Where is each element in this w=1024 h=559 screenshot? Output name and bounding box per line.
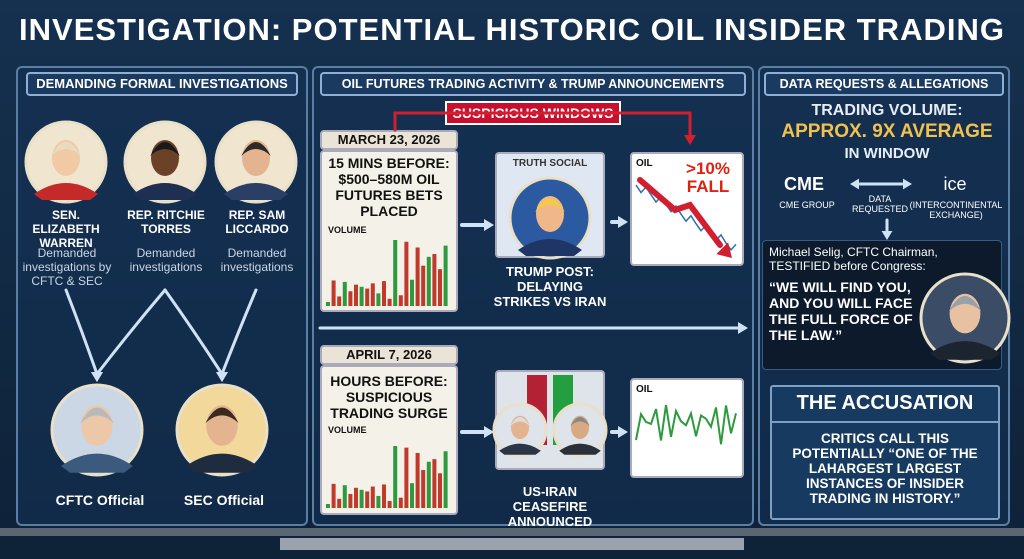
event-card: HOURS BEFORE: SUSPICIOUS TRADING SURGE V… [320, 365, 458, 515]
oil-label: OIL [636, 384, 653, 395]
event-caption: TRUMP POST: DELAYING STRIKES VS IRAN [493, 264, 607, 309]
stand [280, 538, 744, 550]
event-date: APRIL 7, 2026 [320, 345, 458, 365]
official-label: SEC Official [183, 492, 265, 508]
person-note: Demanded investigations by CFTC & SEC [22, 246, 112, 288]
accusation-box: THE ACCUSATION CRITICS CALL THIS POTENTI… [770, 385, 1000, 520]
badge: TRUTH SOCIAL [512, 158, 588, 169]
oil-chart: OIL >10% FALL [630, 152, 744, 266]
volume-label: VOLUME [328, 225, 367, 235]
right-header: DATA REQUESTS & ALLEGATIONS [764, 72, 1004, 96]
person-name: REP. RITCHIE TORRES [127, 208, 205, 236]
cme-name: CME GROUP [779, 200, 835, 210]
volume-highlight: APPROX. 9X AVERAGE [781, 121, 993, 142]
event-card: 15 MINS BEFORE: $500–580M OIL FUTURES BE… [320, 150, 458, 312]
volume-line: IN WINDOW [844, 145, 930, 162]
volume-line: TRADING VOLUME: [811, 102, 963, 119]
data-requested: DATA REQUESTED [851, 194, 908, 214]
official-label: CFTC Official [55, 492, 145, 508]
event-caption: US-IRAN CEASEFIRE ANNOUNCED [507, 484, 593, 529]
title: INVESTIGATION: POTENTIAL HISTORIC OIL IN… [19, 12, 1005, 47]
suspicious-windows: SUSPICIOUS WINDOWS [445, 101, 621, 125]
person-name: SEN. ELIZABETH WARREN [32, 208, 100, 250]
accusation-title: THE ACCUSATION [772, 392, 998, 423]
ice-name: (INTERCONTINENTAL EXCHANGE) [909, 200, 1003, 220]
left-panel [16, 66, 308, 526]
accusation-text: CRITICS CALL THIS POTENTIALLY “ONE OF TH… [792, 431, 978, 506]
testimony-box: Michael Selig, CFTC Chairman, TESTIFIED … [762, 240, 1002, 370]
oil-label: OIL [636, 158, 653, 169]
oil-note: >10% FALL [686, 159, 730, 196]
person-note: Demanded investigations [220, 246, 294, 274]
cme-logo: CME [784, 174, 824, 194]
frame-bottom [0, 528, 1024, 536]
event-text: HOURS BEFORE: SUSPICIOUS TRADING SURGE [330, 373, 448, 421]
middle-header: OIL FUTURES TRADING ACTIVITY & TRUMP ANN… [320, 72, 746, 96]
quote: “WE WILL FIND YOU, AND YOU WILL FACE THE… [769, 279, 913, 343]
person-name: REP. SAM LICCARDO [225, 208, 289, 236]
truth-social-post: TRUTH SOCIAL [495, 152, 605, 258]
event-date: MARCH 23, 2026 [320, 130, 458, 150]
ice-logo: ICE [943, 174, 967, 194]
left-header: DEMANDING FORMAL INVESTIGATIONS [26, 72, 298, 96]
oil-chart: OIL [630, 378, 744, 478]
event-text: 15 MINS BEFORE: $500–580M OIL FUTURES BE… [328, 155, 450, 219]
ceasefire-image [495, 370, 605, 470]
volume-label: VOLUME [328, 425, 367, 435]
testimony: Michael Selig, CFTC Chairman, TESTIFIED … [769, 245, 938, 273]
person-note: Demanded investigations [129, 246, 203, 274]
